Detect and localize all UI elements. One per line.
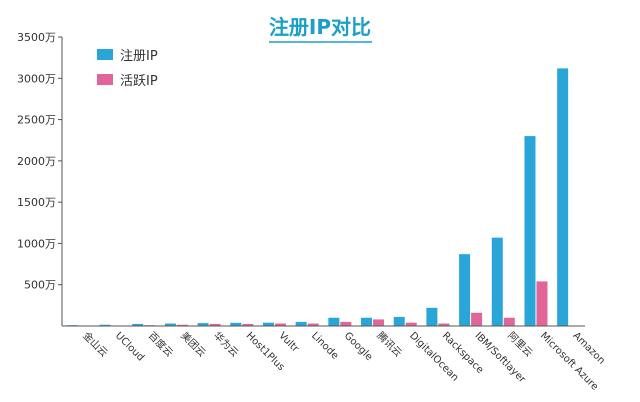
y-axis: 500万 1000万 1500万 2000万 2500万 3000万 3500万 [17,31,63,326]
bar-active [405,322,417,326]
chart-title: 注册IP对比 [269,15,371,39]
y-tick-label: 2500万 [17,114,56,127]
bar-registered [459,254,471,326]
bar-registered [230,322,242,326]
x-tick-label: Vultr [276,330,301,355]
legend-label: 活跃IP [120,74,158,89]
bar-registered [393,316,405,326]
x-tick-label: Google [342,330,375,363]
y-tick-label: 2000万 [17,155,56,168]
bar-registered [557,68,569,327]
x-tick-label: 百度云 [146,329,176,359]
bar-active [176,324,188,326]
legend-swatch [97,74,113,85]
legend-label: 注册IP [120,49,158,64]
bar-active [438,323,450,326]
x-tick-label: 金山云 [80,329,110,359]
bar-registered [328,317,340,326]
bar-registered [491,237,503,326]
bar-registered [426,307,438,326]
bar-registered [295,321,307,326]
bar-registered [197,323,209,326]
x-tick-label: Microsoft Azure [538,330,600,392]
bar-registered [361,317,373,326]
legend-swatch [97,49,113,60]
bars [66,68,569,327]
bar-registered [164,323,176,326]
x-tick-label: UCloud [113,330,146,363]
bar-registered [262,322,274,326]
y-tick-label: 3000万 [17,72,56,85]
bar-active [274,323,286,326]
y-tick-label: 1500万 [17,196,56,209]
bar-active [471,312,483,326]
bar-active [340,321,352,326]
bar-registered [524,136,536,326]
y-tick-label: 1000万 [17,237,56,250]
bar-active [536,281,548,326]
x-tick-label: 美团云 [178,329,208,359]
bar-registered [132,323,144,326]
x-tick-label: Linode [309,330,340,361]
bar-active [307,323,319,326]
x-tick-label: 华为云 [211,329,241,359]
y-tick-label: 3500万 [17,31,56,44]
y-tick-label: 500万 [24,279,56,292]
legend: 注册IP 活跃IP [97,49,158,89]
bar-active [209,323,221,326]
bar-active [373,319,385,326]
x-tick-label: 腾讯云 [374,329,404,359]
bar-active [503,317,515,326]
bar-registered [99,324,111,326]
bar-active [242,323,254,326]
x-tick-label: 阿里云 [505,330,535,360]
